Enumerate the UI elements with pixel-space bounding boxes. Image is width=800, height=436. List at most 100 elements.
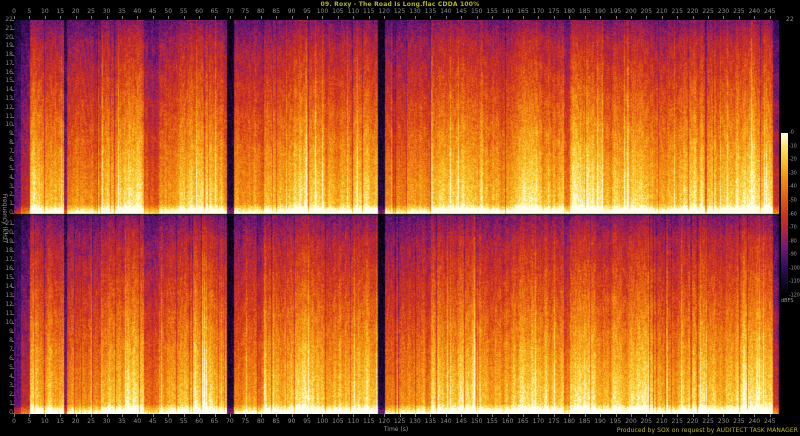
time-tick-mark bbox=[476, 16, 478, 19]
time-tick-label: 80 bbox=[256, 8, 265, 15]
freq-tick-label: 18 bbox=[5, 247, 13, 254]
time-tick-label: 90 bbox=[287, 418, 296, 425]
time-tick-label: 180 bbox=[563, 8, 575, 15]
time-tick-label: 105 bbox=[332, 8, 344, 15]
time-tick-label: 50 bbox=[164, 418, 173, 425]
time-tick-label: 180 bbox=[563, 418, 575, 425]
time-tick-mark bbox=[106, 16, 108, 19]
time-tick-label: 195 bbox=[609, 418, 622, 425]
time-tick-label: 240 bbox=[748, 418, 761, 425]
colorbar-tick-label: -50 bbox=[789, 197, 797, 204]
time-tick-label: 135 bbox=[424, 418, 437, 425]
freq-tick-label: 9 bbox=[0, 131, 13, 137]
time-tick-label: 10 bbox=[41, 418, 49, 425]
freq-tick-mark bbox=[12, 233, 14, 234]
time-tick-label: 60 bbox=[195, 8, 203, 15]
time-tick-label: 90 bbox=[287, 8, 296, 15]
time-tick-label: 230 bbox=[717, 8, 730, 15]
time-tick-mark bbox=[183, 16, 185, 19]
time-tick-label: 0 bbox=[12, 8, 16, 15]
freq-tick-label: 15 bbox=[5, 274, 13, 281]
time-tick-mark bbox=[415, 16, 416, 19]
time-tick-label: 200 bbox=[625, 418, 637, 425]
freq-tick-mark bbox=[12, 368, 14, 369]
time-tick-label: 30 bbox=[102, 8, 111, 15]
freq-tick-label: 16 bbox=[5, 265, 13, 272]
time-tick-label: 95 bbox=[303, 8, 311, 15]
time-tick-mark bbox=[353, 414, 355, 417]
time-tick-mark bbox=[661, 414, 663, 417]
freq-tick-mark bbox=[12, 323, 14, 324]
freq-tick-label: 5 bbox=[0, 365, 13, 371]
time-tick-mark bbox=[754, 414, 756, 417]
time-tick-mark bbox=[492, 414, 494, 417]
time-tick-label: 105 bbox=[332, 418, 344, 425]
time-tick-label: 185 bbox=[578, 418, 591, 425]
time-tick-mark bbox=[754, 16, 756, 19]
time-tick-label: 205 bbox=[640, 418, 653, 425]
time-tick-mark bbox=[106, 414, 108, 417]
time-tick-mark bbox=[723, 16, 725, 19]
time-tick-mark bbox=[337, 16, 339, 19]
time-tick-label: 70 bbox=[226, 8, 234, 15]
time-tick-label: 140 bbox=[440, 8, 452, 15]
time-tick-label: 160 bbox=[501, 418, 514, 425]
freq-tick-mark bbox=[12, 278, 14, 279]
time-tick-label: 10 bbox=[41, 8, 49, 15]
time-tick-label: 215 bbox=[671, 8, 683, 15]
freq-tick-label: 4 bbox=[0, 374, 13, 380]
time-tick-mark bbox=[615, 414, 617, 417]
time-tick-mark bbox=[708, 16, 710, 19]
colorbar-tick-label: -0 bbox=[789, 129, 794, 136]
time-tick-mark bbox=[75, 16, 77, 19]
freq-tick-label: 20 bbox=[5, 229, 13, 236]
time-axis-title: Time (s) bbox=[383, 426, 409, 433]
time-tick-label: 20 bbox=[71, 8, 80, 15]
time-tick-mark bbox=[415, 414, 416, 417]
freq-tick-mark bbox=[12, 314, 14, 315]
time-tick-mark bbox=[91, 16, 93, 19]
freq-tick-label: 10 bbox=[5, 319, 13, 326]
time-tick-mark bbox=[260, 16, 262, 19]
time-tick-mark bbox=[569, 16, 571, 19]
freq-tick-label: 14 bbox=[5, 86, 13, 94]
time-tick-mark bbox=[507, 414, 509, 417]
time-tick-mark bbox=[445, 414, 447, 417]
time-tick-label: 190 bbox=[594, 8, 606, 15]
time-tick-mark bbox=[461, 16, 463, 19]
freq-tick-mark bbox=[12, 386, 14, 387]
freq-tick-mark bbox=[12, 20, 14, 21]
time-tick-mark bbox=[214, 16, 216, 19]
freq-tick-label: 10 bbox=[5, 121, 13, 129]
time-tick-mark bbox=[476, 414, 478, 417]
time-tick-label: 245 bbox=[764, 418, 776, 425]
time-tick-label: 65 bbox=[210, 8, 219, 15]
colorbar-tick-label: -70 bbox=[789, 224, 797, 231]
time-tick-mark bbox=[600, 16, 602, 19]
freq-tick-label: 2 bbox=[0, 392, 13, 398]
time-tick-label: 215 bbox=[671, 418, 683, 425]
time-tick-label: 235 bbox=[733, 8, 745, 15]
time-tick-mark bbox=[646, 16, 648, 19]
time-tick-label: 235 bbox=[733, 418, 745, 425]
freq-tick-label: 6 bbox=[0, 157, 13, 163]
time-tick-label: 100 bbox=[316, 8, 329, 15]
freq-tick-label: 16 bbox=[5, 68, 13, 76]
colorbar-tick-label: -120 bbox=[789, 292, 800, 299]
time-tick-label: 195 bbox=[609, 8, 622, 15]
time-tick-mark bbox=[399, 16, 401, 19]
freq-tick-mark bbox=[12, 98, 14, 100]
time-tick-label: 40 bbox=[133, 418, 142, 425]
freq-tick-mark bbox=[12, 169, 14, 171]
time-tick-mark bbox=[630, 16, 632, 19]
time-tick-mark bbox=[399, 414, 401, 417]
time-tick-mark bbox=[384, 16, 386, 19]
freq-tick-label: 0 bbox=[0, 210, 13, 216]
time-tick-label: 225 bbox=[702, 418, 714, 425]
freq-tick-label: 6 bbox=[0, 356, 13, 362]
time-tick-mark bbox=[538, 414, 540, 417]
time-tick-mark bbox=[44, 414, 46, 417]
time-tick-mark bbox=[183, 414, 185, 417]
time-tick-label: 35 bbox=[118, 8, 126, 15]
time-tick-mark bbox=[121, 414, 123, 417]
